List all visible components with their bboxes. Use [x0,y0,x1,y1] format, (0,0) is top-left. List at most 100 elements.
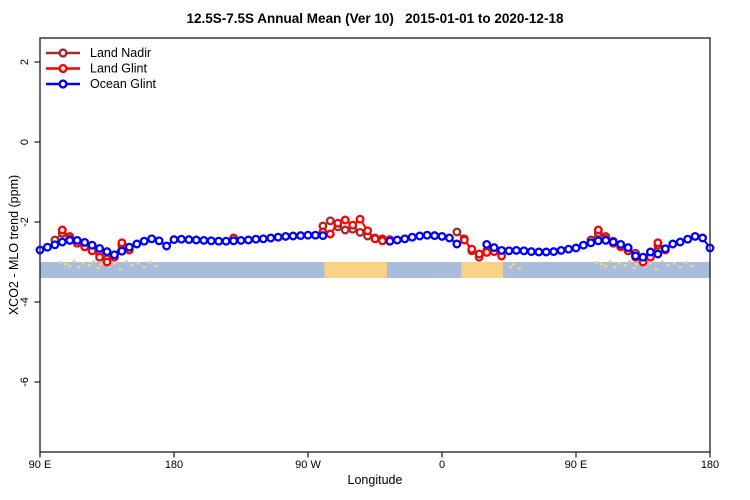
data-point [452,239,462,249]
x-axis-title: Longitude [347,473,403,487]
data-point [87,240,97,250]
data-point [653,249,663,259]
legend-label: Land Glint [90,62,148,76]
data-point [132,239,142,249]
map-strip-island-dot [72,260,76,263]
data-point [72,235,82,245]
y-tick-label: 0 [19,139,31,145]
map-strip-land [461,262,504,278]
data-point [459,235,469,245]
data-point [444,233,454,243]
data-point [258,234,268,244]
map-strip-island-dot [63,263,67,266]
map-strip-island-dot [613,266,617,269]
data-point [57,237,67,247]
data-point [377,236,387,246]
data-point [169,235,179,245]
data-point [422,230,432,240]
map-strip-island-dot [672,262,676,265]
data-point [385,236,395,246]
data-point [623,243,633,253]
x-tick-label: 90 E [29,459,52,471]
data-point [199,235,209,245]
map-strip-island-dot [632,267,636,270]
data-point [325,229,335,239]
data-point [325,216,335,226]
data-point [608,237,618,247]
data-point [616,239,626,249]
map-strip-island-dot [648,262,652,265]
data-point [645,247,655,257]
data-point [489,243,499,253]
data-point [504,246,514,256]
data-point [102,257,112,267]
data-point [102,247,112,257]
x-tick-label: 0 [439,459,445,471]
legend-marker [58,48,68,58]
series-ocean-glint [35,230,715,262]
data-point [653,238,663,248]
data-point [139,236,149,246]
data-point [675,237,685,247]
map-strip-island-dot [99,263,103,266]
data-point [556,245,566,255]
data-point [549,247,559,257]
map-strip-island-dot [617,262,621,265]
legend-label: Ocean Glint [90,77,157,91]
map-strip-island-dot [68,265,72,268]
map-strip-island-dot [511,263,515,266]
data-point [564,244,574,254]
map-strip-island-dot [142,266,146,269]
data-point [355,227,365,237]
data-point [273,232,283,242]
data-point [586,238,596,248]
map-strip-island-dot [118,268,122,271]
map-strip-island-dot [112,262,116,265]
data-point [243,235,253,245]
map-strip-island-dot [81,262,85,265]
data-point [571,243,581,253]
data-point [526,247,536,257]
data-point [184,235,194,245]
data-point [318,231,328,241]
data-point [281,231,291,241]
data-point [50,240,60,250]
map-strip-island-dot [604,265,608,268]
data-point [430,231,440,241]
data-point [355,214,365,224]
map-strip-island-dot [595,261,599,264]
map-strip-island-dot [154,265,158,268]
map-strip-island-dot [77,266,81,269]
data-point [303,230,313,240]
data-point [578,240,588,250]
map-strip-island-dot [59,261,63,264]
data-point [251,234,261,244]
data-point [593,225,603,235]
data-point [191,235,201,245]
data-point [109,250,119,260]
data-point [117,238,127,248]
x-tick-label: 90 W [295,459,321,471]
data-point [660,244,670,254]
data-point [474,249,484,259]
data-point [452,227,462,237]
data-point [147,234,157,244]
data-point [57,225,67,235]
data-point [534,247,544,257]
data-point [296,231,306,241]
data-point [437,231,447,241]
y-tick-label: -6 [19,377,31,387]
map-strip-island-dot [508,266,512,269]
map-strip-island-dot [92,260,96,263]
map-strip-island-dot [130,264,134,267]
data-point [340,225,350,235]
data-point [95,252,105,262]
x-tick-label: 180 [701,459,719,471]
legend-item-land-nadir: Land Nadir [46,46,151,60]
data-point [541,247,551,257]
y-tick-label: -2 [19,217,31,227]
data-point [482,239,492,249]
data-point [333,218,343,228]
data-point [236,235,246,245]
data-point [288,231,298,241]
